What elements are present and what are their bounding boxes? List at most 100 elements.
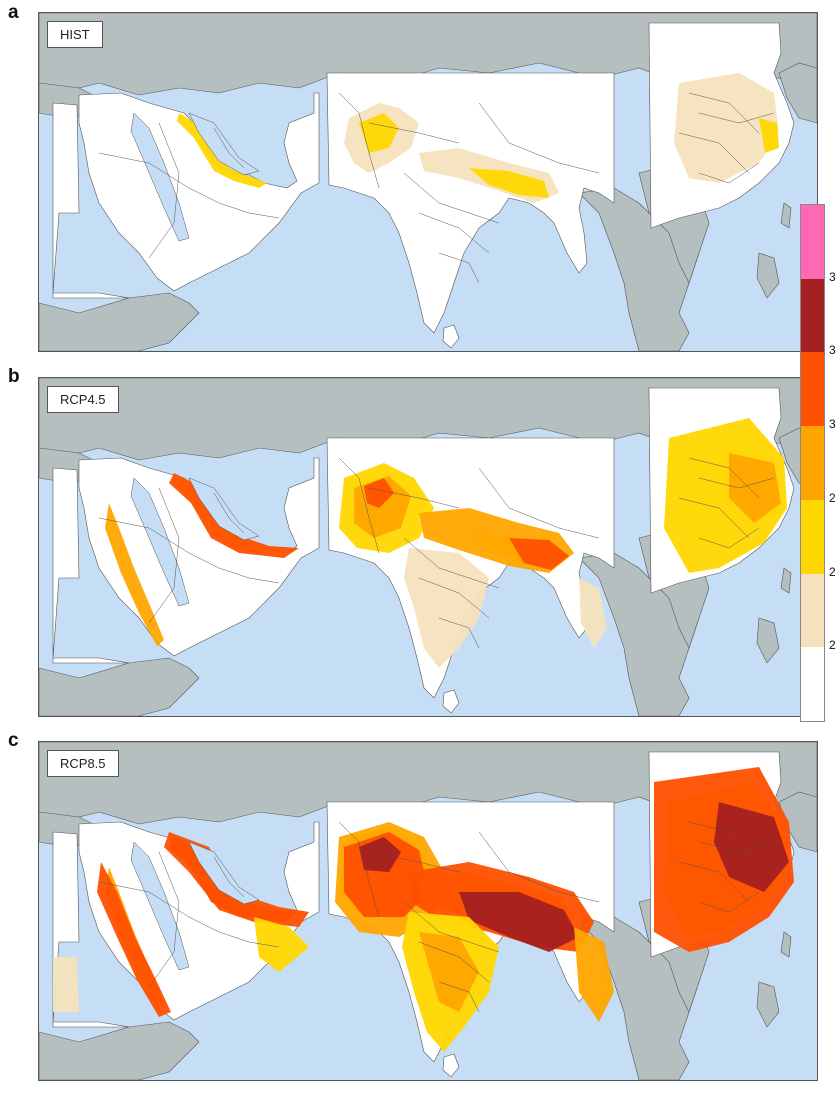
colorbar-tick-label: 2 xyxy=(829,638,836,653)
heat-patch xyxy=(53,957,79,1012)
country-border xyxy=(698,891,760,913)
heat-patch xyxy=(364,478,394,508)
country-border xyxy=(438,617,480,649)
heat-patch xyxy=(105,503,164,646)
country-border xyxy=(418,577,490,619)
sea xyxy=(130,112,190,242)
colorbar-segment xyxy=(801,278,824,353)
country-border xyxy=(478,467,600,539)
country-border xyxy=(338,92,380,189)
country-border xyxy=(403,537,500,589)
land-outside xyxy=(39,1021,200,1080)
land-outside xyxy=(780,567,792,594)
colorbar xyxy=(800,204,825,722)
heat-patch xyxy=(469,168,549,198)
scenario-label-rcp45: RCP4.5 xyxy=(47,386,119,413)
country-border xyxy=(698,527,760,549)
country-border xyxy=(403,172,500,224)
land-outside xyxy=(756,617,780,664)
country-border xyxy=(478,831,600,903)
heat-patch xyxy=(459,892,579,952)
country-border xyxy=(368,122,460,144)
country-border xyxy=(213,492,245,534)
country-border xyxy=(478,102,600,174)
country-border xyxy=(678,497,750,539)
country-border xyxy=(148,487,180,624)
colorbar-tick-label: 3 xyxy=(829,417,836,432)
country-border xyxy=(418,941,490,983)
country-border xyxy=(678,132,750,174)
panel-letter-b: b xyxy=(8,366,20,387)
country-border xyxy=(213,856,245,898)
country-border xyxy=(698,162,760,184)
sea xyxy=(188,841,260,905)
sea xyxy=(188,477,260,541)
colorbar-segment xyxy=(801,647,824,721)
map-panel-rcp85: RCP8.5 xyxy=(38,741,818,1081)
study-land xyxy=(52,102,130,299)
map-rcp45 xyxy=(39,378,817,716)
country-border xyxy=(688,92,760,134)
heat-patch xyxy=(729,453,781,523)
scenario-label-hist: HIST xyxy=(47,21,103,48)
map-hist xyxy=(39,13,817,351)
country-border xyxy=(148,851,180,988)
study-land xyxy=(442,324,460,349)
country-border xyxy=(338,457,380,554)
sea xyxy=(188,112,260,176)
land-outside xyxy=(39,657,200,716)
country-border xyxy=(98,517,280,584)
land-outside xyxy=(756,981,780,1028)
scenario-label-rcp85: RCP8.5 xyxy=(47,750,119,777)
sea xyxy=(130,841,190,971)
colorbar-tick-label: 2 xyxy=(829,564,836,579)
heat-patch xyxy=(419,932,479,1012)
heat-patch xyxy=(404,548,489,668)
colorbar-tick-label: 3 xyxy=(829,343,836,358)
map-panel-rcp45: RCP4.5 xyxy=(38,377,818,717)
land-outside xyxy=(778,62,817,124)
study-land xyxy=(52,831,130,1028)
country-border xyxy=(438,252,480,284)
country-border xyxy=(698,477,775,489)
heat-patch xyxy=(509,538,569,570)
country-border xyxy=(368,487,460,509)
country-border xyxy=(438,981,480,1013)
country-border xyxy=(213,127,245,169)
map-panel-hist: HIST xyxy=(38,12,818,352)
land-outside xyxy=(39,292,200,351)
colorbar-segment xyxy=(801,205,824,279)
heat-patch xyxy=(664,418,787,573)
colorbar-segment xyxy=(801,499,824,574)
colorbar-segment xyxy=(801,352,824,427)
study-land xyxy=(52,467,130,664)
colorbar-tick-label: 2 xyxy=(829,490,836,505)
heat-patch xyxy=(674,73,779,183)
country-border xyxy=(698,841,775,853)
heat-patch xyxy=(579,578,607,648)
study-land xyxy=(442,1053,460,1078)
heat-patch xyxy=(359,837,401,872)
colorbar-segment xyxy=(801,426,824,500)
heat-patch xyxy=(574,927,614,1022)
land-outside xyxy=(780,931,792,958)
colorbar-segment xyxy=(801,573,824,648)
land-outside xyxy=(756,252,780,299)
country-border xyxy=(368,851,460,873)
country-border xyxy=(678,861,750,903)
heat-patch xyxy=(97,862,171,1017)
sea xyxy=(130,477,190,607)
country-border xyxy=(338,821,380,918)
study-land xyxy=(442,689,460,714)
heat-patch xyxy=(714,802,789,892)
map-rcp85 xyxy=(39,742,817,1080)
colorbar-tick-label: 3 xyxy=(829,269,836,284)
country-border xyxy=(688,457,760,499)
country-border xyxy=(148,122,180,259)
heat-patch xyxy=(759,118,779,153)
panel-letter-a: a xyxy=(8,2,19,23)
heat-patch xyxy=(254,917,309,972)
country-border xyxy=(688,821,760,863)
country-border xyxy=(403,901,500,953)
country-border xyxy=(98,881,280,948)
